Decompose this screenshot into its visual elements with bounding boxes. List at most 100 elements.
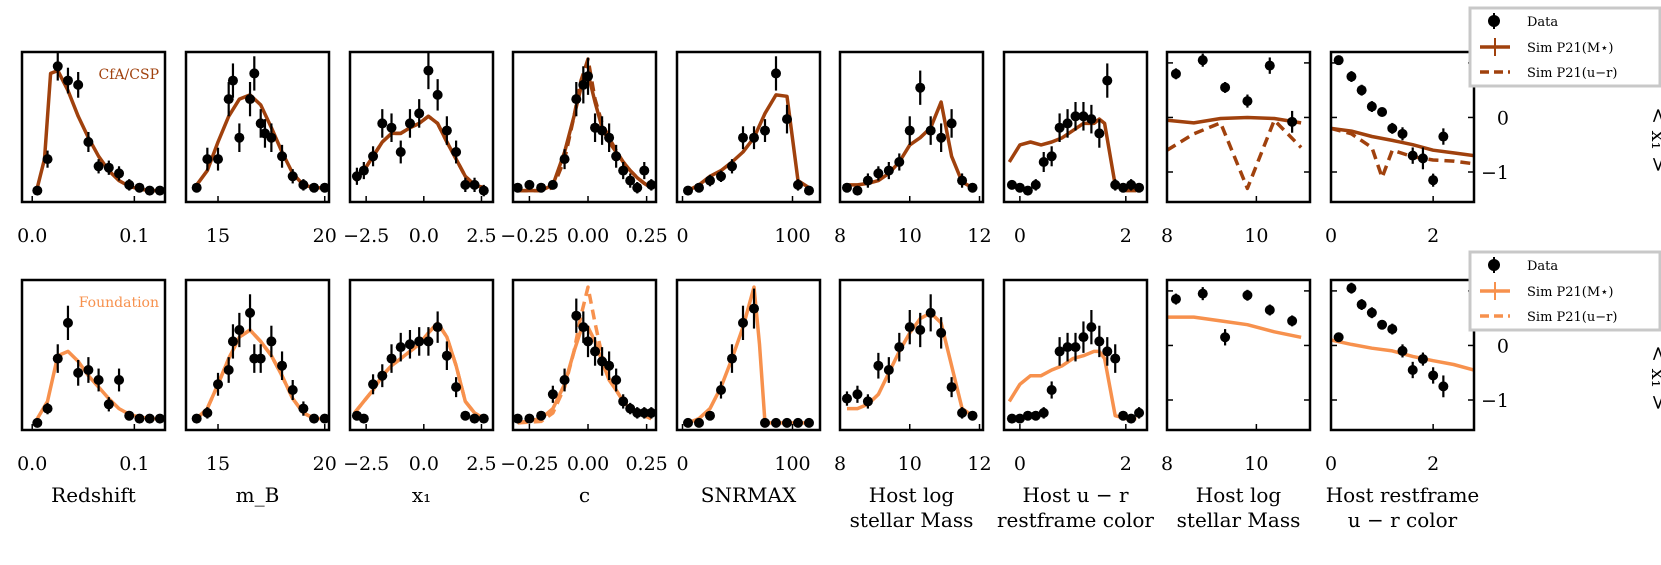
data-point: [1094, 128, 1105, 139]
data-point: [1428, 175, 1439, 186]
panel-1-4: 0 100: [675, 278, 822, 475]
x-tick-label: 8: [1161, 225, 1173, 247]
data-point: [883, 165, 894, 176]
data-point: [862, 396, 873, 407]
data-point: [202, 154, 213, 165]
data-point: [1197, 288, 1208, 299]
data-point: [309, 413, 320, 424]
panel-frame: [184, 278, 331, 432]
data-point: [441, 125, 452, 136]
data-point: [377, 370, 388, 381]
data-point: [1110, 179, 1121, 190]
panel-frame: [1002, 50, 1149, 204]
data-point: [1086, 322, 1097, 333]
data-point: [536, 410, 547, 421]
panel-frame: [511, 50, 658, 204]
data-point: [202, 407, 213, 418]
data-point: [957, 407, 968, 418]
data-point: [1046, 385, 1057, 395]
plot-area: [1331, 282, 1474, 398]
data-point: [1054, 346, 1065, 357]
plot-area: [683, 56, 814, 196]
x-tick-label: 2.5: [466, 225, 496, 247]
data-point: [749, 303, 759, 314]
plot-area: [191, 56, 329, 193]
data-point: [93, 161, 104, 172]
panel-0-1: 15 20: [184, 50, 337, 247]
plot-area: [683, 285, 814, 428]
x-tick-label: −2.5: [343, 225, 389, 247]
data-point: [266, 336, 277, 347]
panel-frame: [1002, 278, 1149, 432]
sim-series-line: [1331, 126, 1474, 158]
x-tick-label: 0.0: [17, 225, 47, 247]
data-point: [234, 132, 245, 143]
data-point: [42, 154, 53, 165]
data-point: [32, 417, 43, 428]
data-point: [1134, 407, 1145, 418]
x-tick-label: 0.1: [119, 453, 149, 475]
x-tick-label: 2: [1120, 453, 1132, 475]
data-point: [632, 182, 643, 193]
panel-1-3: −0.25 0.00 0.25: [500, 278, 668, 475]
x-tick-label: 0.25: [625, 225, 667, 247]
data-point: [590, 346, 601, 357]
plot-area: [191, 294, 329, 424]
data-point: [967, 182, 978, 193]
x-tick-label: 100: [774, 225, 810, 247]
data-point: [1030, 410, 1041, 421]
data-point: [597, 125, 608, 136]
data-point: [1118, 410, 1129, 421]
data-point: [1287, 315, 1298, 326]
data-point: [894, 157, 905, 167]
data-point: [277, 151, 288, 162]
x-tick-label: 0.25: [625, 453, 667, 475]
x-axis-label: stellar Mass: [850, 508, 974, 532]
data-point: [1397, 128, 1408, 139]
data-point: [298, 403, 309, 414]
x-tick-label: 0.0: [409, 453, 439, 475]
data-point: [716, 171, 726, 182]
data-point: [852, 389, 863, 400]
panel-frame: [838, 278, 985, 432]
sim-ur-series-line: [1167, 118, 1303, 191]
data-point: [559, 154, 570, 165]
sim-ur-series-line: [517, 285, 652, 425]
data-point: [915, 325, 926, 335]
data-point: [1086, 114, 1097, 125]
data-point: [694, 182, 704, 193]
data-point: [524, 179, 535, 190]
x-tick-label: 0: [1325, 453, 1337, 475]
x-tick-label: 12: [967, 225, 991, 247]
data-point: [604, 360, 615, 371]
x-tick-label: 10: [898, 225, 922, 247]
data-point: [255, 118, 266, 129]
x-tick-label: 0.0: [409, 225, 439, 247]
legend-row2: Data Sim P21(M⋆) Sim P21(u−r): [1468, 250, 1661, 332]
data-point: [1356, 299, 1367, 310]
panel-frame: [184, 50, 331, 204]
plot-area: [1006, 63, 1145, 196]
panel-1-1: 15 20: [184, 278, 337, 475]
data-point: [1014, 182, 1025, 193]
x-tick-label: 10: [898, 453, 922, 475]
data-point: [144, 185, 155, 196]
panel-1-5: 8 10 12: [834, 278, 992, 475]
data-point: [873, 360, 884, 371]
data-point: [936, 132, 947, 143]
plot-area: [1167, 53, 1303, 191]
data-point: [524, 413, 535, 424]
data-point: [967, 410, 978, 421]
data-point: [287, 385, 298, 395]
panel-frame: [511, 278, 658, 432]
y-tick-label: 0: [1497, 335, 1509, 357]
data-point: [1264, 305, 1275, 315]
data-point: [1366, 307, 1377, 318]
data-point: [1377, 319, 1388, 330]
y-tick-label: −1: [1481, 390, 1509, 412]
data-point: [639, 407, 650, 418]
panel-0-2: −2.5 0.0 2.5: [343, 50, 497, 247]
panel-frame: [20, 50, 167, 204]
data-point: [103, 162, 114, 173]
